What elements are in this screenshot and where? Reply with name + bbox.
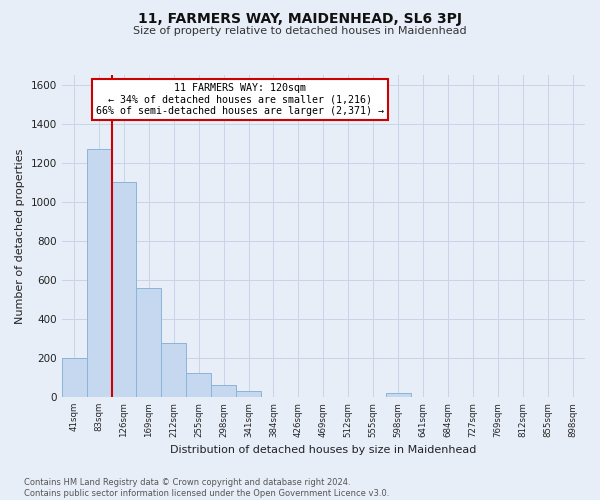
Text: 11 FARMERS WAY: 120sqm
← 34% of detached houses are smaller (1,216)
66% of semi-: 11 FARMERS WAY: 120sqm ← 34% of detached… xyxy=(95,83,383,116)
Bar xyxy=(86,149,112,397)
Text: 11, FARMERS WAY, MAIDENHEAD, SL6 3PJ: 11, FARMERS WAY, MAIDENHEAD, SL6 3PJ xyxy=(138,12,462,26)
Bar xyxy=(211,385,236,397)
Text: Contains HM Land Registry data © Crown copyright and database right 2024.
Contai: Contains HM Land Registry data © Crown c… xyxy=(24,478,389,498)
Bar xyxy=(112,182,136,397)
Bar xyxy=(136,288,161,397)
Bar xyxy=(236,391,261,397)
Bar xyxy=(161,344,186,397)
Text: Size of property relative to detached houses in Maidenhead: Size of property relative to detached ho… xyxy=(133,26,467,36)
X-axis label: Distribution of detached houses by size in Maidenhead: Distribution of detached houses by size … xyxy=(170,445,476,455)
Bar xyxy=(186,372,211,397)
Y-axis label: Number of detached properties: Number of detached properties xyxy=(15,148,25,324)
Bar xyxy=(386,394,410,397)
Bar xyxy=(62,358,86,397)
